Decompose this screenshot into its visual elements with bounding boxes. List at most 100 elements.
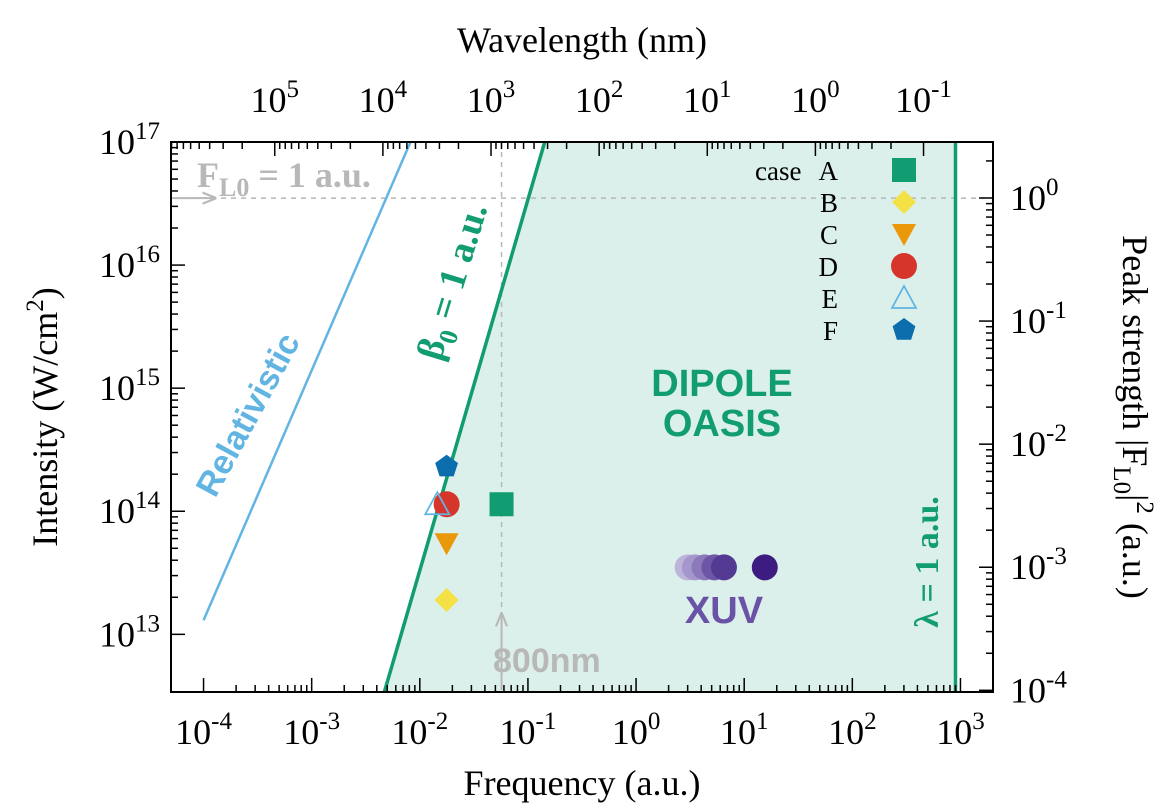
- x-tick-label-4: 100: [612, 708, 661, 752]
- legend-marker-f: [892, 318, 916, 340]
- right-tick-label-0-base: 10: [1010, 178, 1046, 218]
- relativistic-label: Relativistic: [189, 327, 308, 503]
- y-tick-label-0: 1013: [99, 610, 160, 654]
- x-axis-title: Frequency (a.u.): [464, 763, 701, 803]
- xuv-point-5: [751, 554, 778, 581]
- right-tick-label-2-exp: -2: [1046, 420, 1067, 447]
- right-tick-label-0: 100: [1010, 174, 1059, 218]
- x-tick-label-3-exp: -1: [536, 708, 557, 735]
- right-tick-label-3-exp: -3: [1046, 543, 1067, 570]
- x-tick-label-1-base: 10: [283, 712, 319, 752]
- x-tick-label-7: 103: [936, 708, 985, 752]
- x-tick-label-6-base: 10: [828, 712, 864, 752]
- x-tick-label-1: 10-3: [283, 708, 340, 752]
- fl0-subscript: L0: [219, 173, 249, 202]
- beta-equals: = 1 a.u.: [419, 198, 497, 333]
- 800nm-label: 800nm: [493, 642, 601, 680]
- legend-label-e: E: [822, 284, 839, 314]
- case-markers: [423, 454, 514, 613]
- legend-label-c: C: [820, 220, 838, 250]
- top-tick-label-0: 105: [251, 76, 300, 120]
- legend-label-f: F: [823, 316, 838, 346]
- top-tick-label-0-exp: 5: [287, 76, 300, 103]
- top-tick-label-2-exp: 3: [503, 76, 516, 103]
- top-tick-label-2-base: 10: [467, 80, 503, 120]
- legend-label-a: A: [819, 156, 839, 186]
- x-tick-label-2-exp: -2: [427, 708, 448, 735]
- top-tick-label-3-base: 10: [575, 80, 611, 120]
- top-tick-label-4: 101: [683, 76, 732, 120]
- fl0-label: FL0 = 1 a.u.: [197, 155, 371, 202]
- x-tick-label-0-base: 10: [175, 712, 211, 752]
- legend-label-b: B: [820, 188, 838, 218]
- y-tick-label-0-base: 10: [99, 614, 135, 654]
- right-title-sub: L0: [1108, 466, 1135, 494]
- y-axis-title: Intensity (W/cm2): [22, 287, 65, 546]
- y-tick-label-1-exp: 14: [135, 487, 161, 514]
- y-title-end: ): [25, 287, 65, 299]
- dipole-oasis-label-line2: OASIS: [663, 403, 781, 445]
- top-tick-label-5-exp: 0: [827, 76, 840, 103]
- fl0-f: F: [197, 155, 219, 195]
- right-tick-label-1-base: 10: [1010, 301, 1046, 341]
- case-point-f: [435, 454, 458, 477]
- x-tick-label-7-base: 10: [936, 712, 972, 752]
- case-point-e: [423, 490, 451, 516]
- right-tick-label-3-base: 10: [1010, 547, 1046, 587]
- x-tick-label-3: 10-1: [500, 708, 557, 752]
- x-tick-label-0: 10-4: [175, 708, 232, 752]
- xuv-label: XUV: [685, 590, 764, 632]
- top-tick-label-5: 100: [791, 76, 840, 120]
- x-tick-label-4-exp: 0: [648, 708, 661, 735]
- fl0-rest: = 1 a.u.: [249, 155, 371, 195]
- right-title-bar: |: [1115, 494, 1155, 501]
- legend-marker-e: [890, 284, 918, 309]
- y-tick-label-3-base: 10: [99, 245, 135, 285]
- top-tick-label-1-base: 10: [359, 80, 395, 120]
- relativistic-line: [202, 142, 412, 621]
- top-tick-label-3: 102: [575, 76, 624, 120]
- top-tick-label-2: 103: [467, 76, 516, 120]
- right-tick-label-0-exp: 0: [1046, 174, 1059, 201]
- x-tick-label-2: 10-2: [391, 708, 448, 752]
- right-title-main: Peak strength |F: [1115, 235, 1155, 466]
- y-tick-label-0-exp: 13: [135, 610, 160, 637]
- top-tick-label-4-exp: 1: [719, 76, 732, 103]
- x-tick-label-5: 101: [720, 708, 769, 752]
- y-tick-label-2-exp: 15: [135, 364, 160, 391]
- legend-marker-c: [892, 224, 916, 246]
- top-tick-label-6-base: 10: [895, 80, 931, 120]
- y-tick-label-1: 1014: [99, 487, 161, 531]
- dipole-oasis-label-line1: DIPOLE: [651, 363, 792, 405]
- beta0-boundary-line: [382, 142, 547, 692]
- y-title-sup: 2: [22, 299, 49, 312]
- x-tick-label-7-exp: 3: [972, 708, 985, 735]
- legend-label-d: D: [819, 252, 839, 282]
- top-tick-label-1: 104: [359, 76, 408, 120]
- x-tick-label-5-exp: 1: [756, 708, 769, 735]
- top-tick-label-1-exp: 4: [395, 76, 408, 103]
- y-title-main: Intensity (W/cm: [25, 312, 65, 547]
- top-tick-label-6: 10-1: [895, 76, 952, 120]
- x-tick-label-6-exp: 2: [864, 708, 877, 735]
- y-tick-label-1-base: 10: [99, 491, 135, 531]
- right-tick-label-3: 10-3: [1010, 543, 1067, 587]
- y-tick-label-3: 1016: [99, 241, 160, 285]
- right-title-sup: 2: [1131, 501, 1158, 514]
- top-tick-label-0-base: 10: [251, 80, 287, 120]
- case-point-b: [434, 588, 459, 613]
- y-tick-label-3-exp: 16: [135, 241, 160, 268]
- x-tick-label-5-base: 10: [720, 712, 756, 752]
- case-point-a: [489, 492, 514, 517]
- xuv-point-4: [710, 554, 737, 581]
- x-tick-label-6: 102: [828, 708, 877, 752]
- legend-marker-a: [892, 158, 916, 182]
- right-tick-label-1-exp: -1: [1046, 297, 1067, 324]
- xuv-markers: [674, 554, 778, 581]
- top-tick-label-3-exp: 2: [611, 76, 624, 103]
- top-axis-title: Wavelength (nm): [457, 20, 707, 60]
- plot-frame: [170, 141, 994, 693]
- right-title-end: (a.u.): [1115, 514, 1155, 599]
